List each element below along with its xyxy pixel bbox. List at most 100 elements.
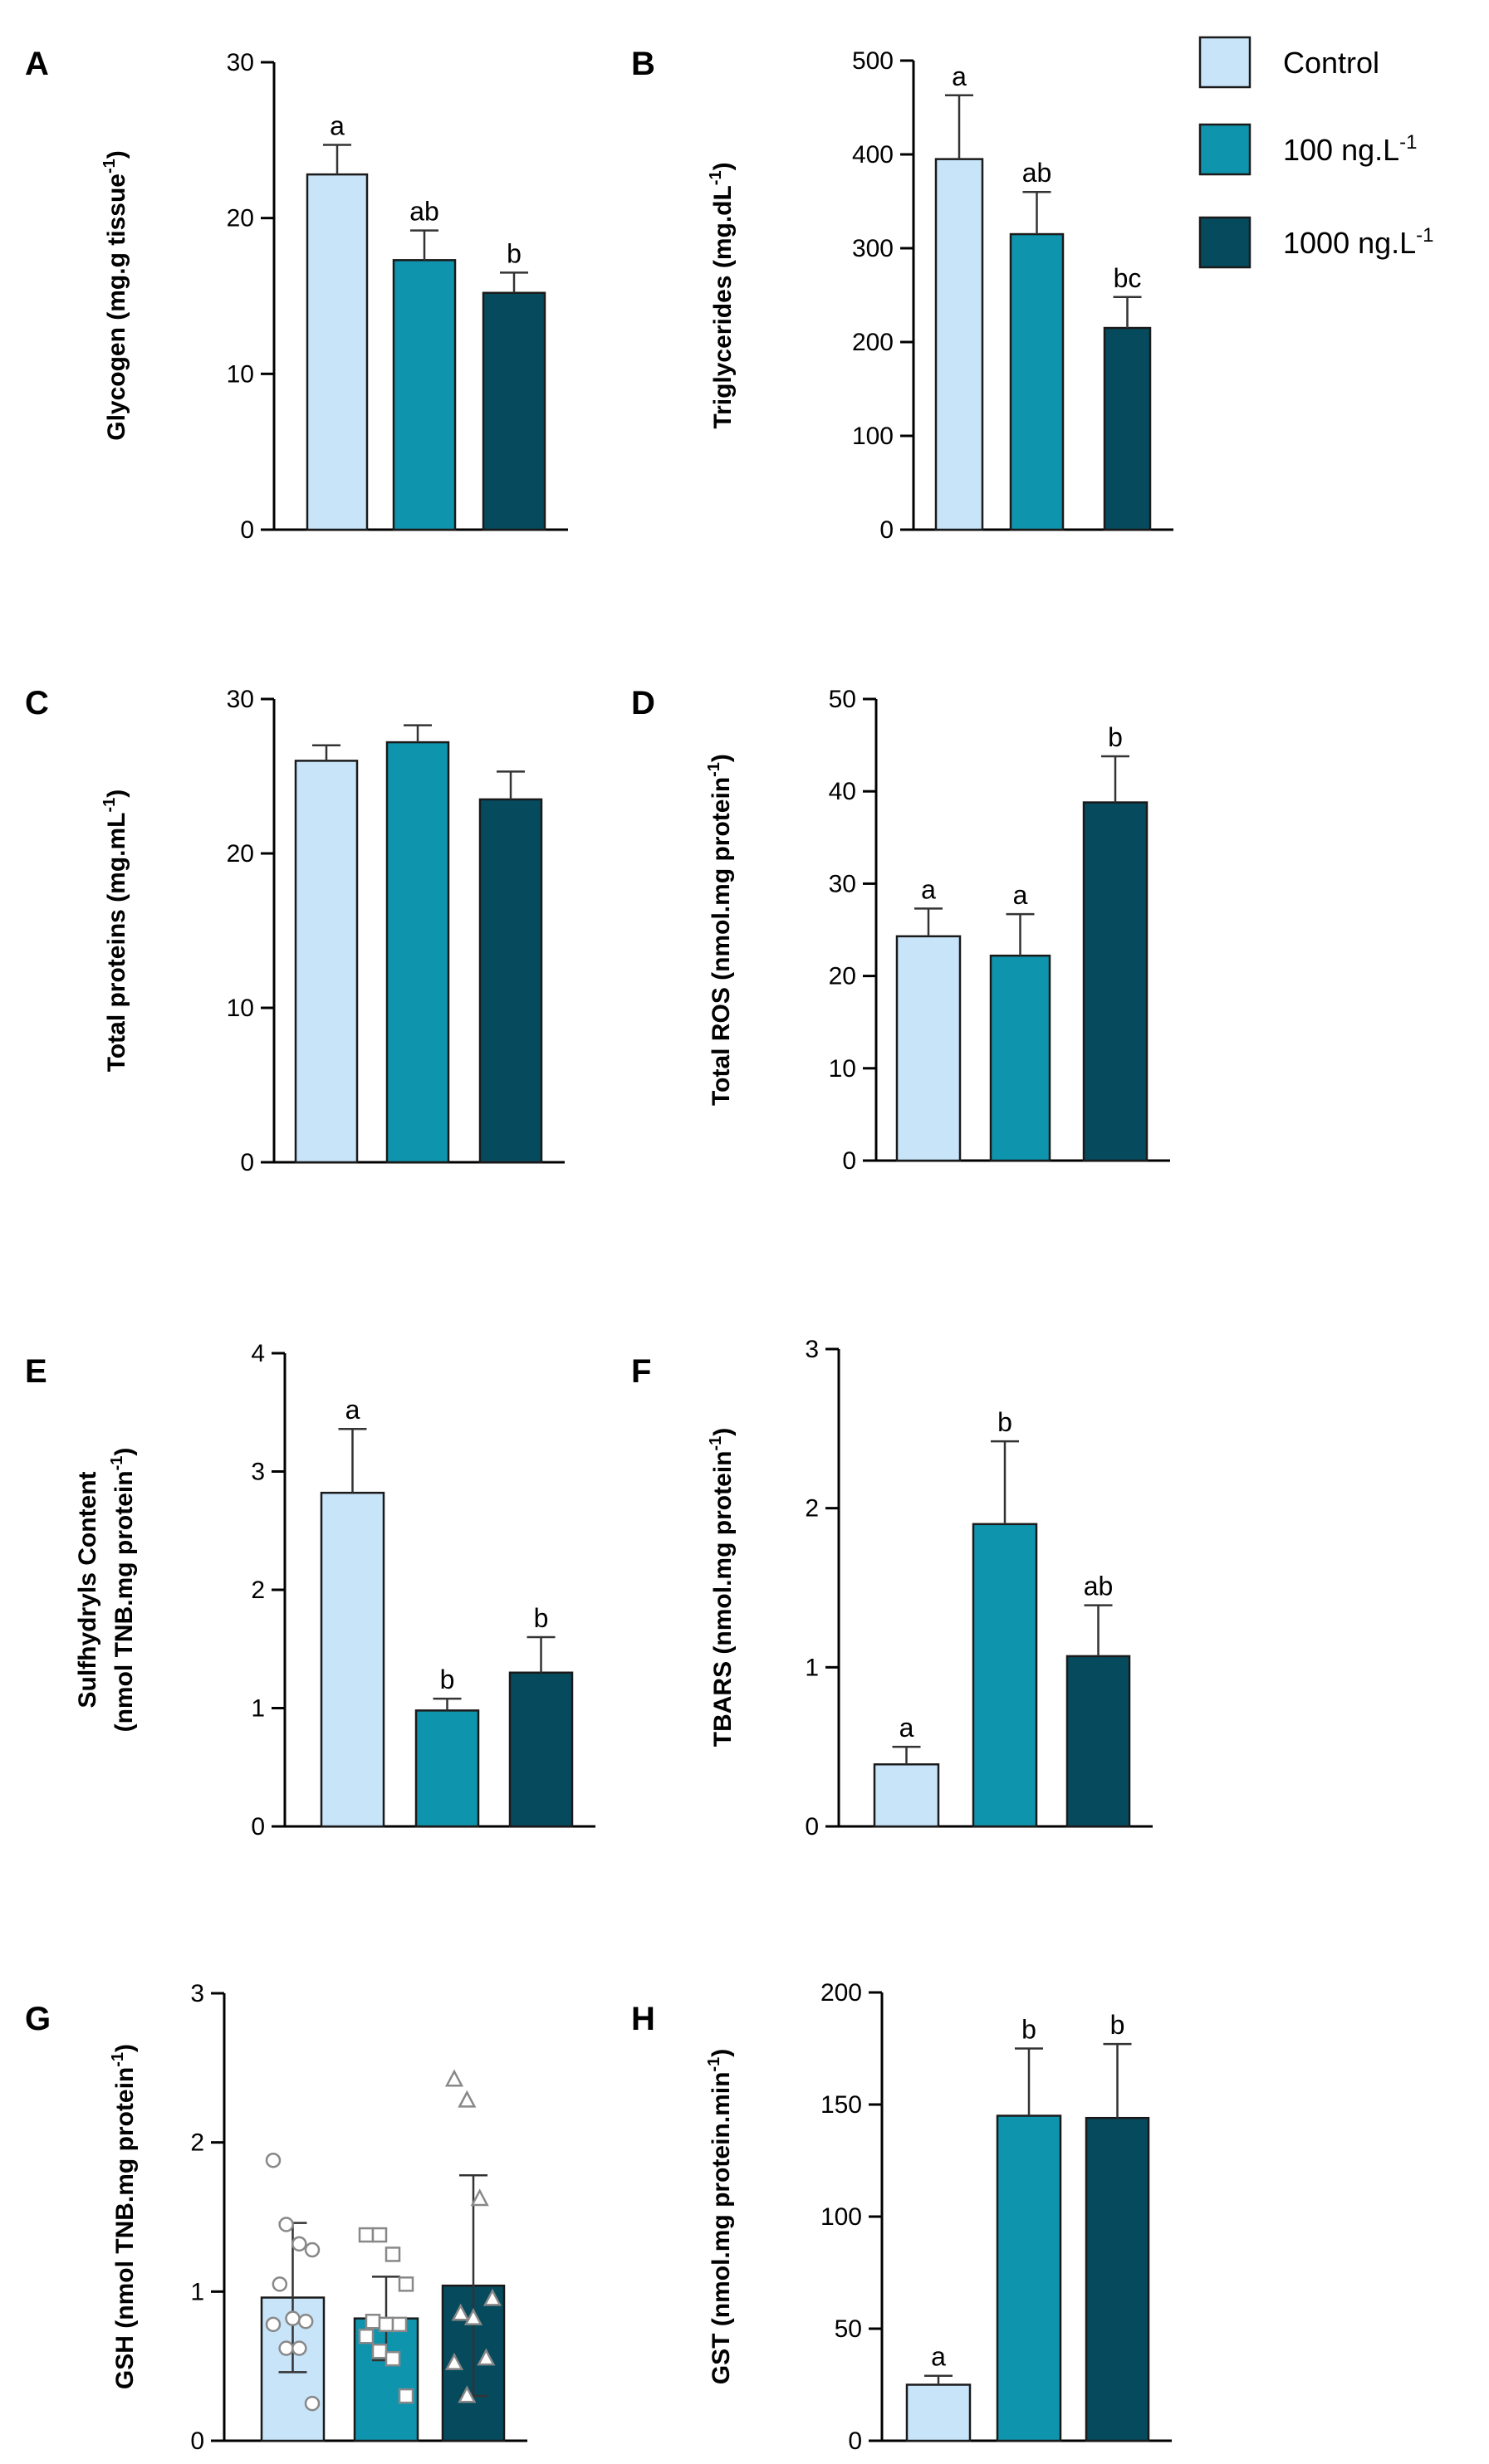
y-tick-label: 30 — [227, 686, 254, 713]
y-tick-label: 0 — [240, 516, 254, 544]
y-tick-label: 20 — [227, 205, 254, 232]
y-axis-title-sup: -1 — [707, 170, 725, 185]
significance-label: b — [1108, 722, 1123, 752]
significance-label: a — [1013, 880, 1028, 910]
panel-c: C 0 10 20 30 Total proteins (mg.mL-1) — [25, 685, 565, 1176]
y-tick-label: 10 — [227, 995, 254, 1022]
bar-2 — [1009, 232, 1065, 531]
significance-label: bc — [1114, 263, 1142, 293]
bar-3 — [478, 798, 543, 1164]
y-axis-title-tail: ) — [103, 150, 130, 159]
significance-label: a — [952, 61, 967, 91]
panel-letter: E — [25, 1353, 47, 1390]
y-tick-label: 0 — [879, 516, 894, 544]
y-tick-label: 0 — [848, 2427, 862, 2455]
y-axis-title-text: TBARS (nmol.mg protein — [709, 1451, 737, 1748]
significance-label: a — [345, 1395, 360, 1425]
legend-label-text: 100 ng.L — [1283, 133, 1399, 167]
y-tick-label: 300 — [852, 235, 894, 262]
y-axis-title: TBARS (nmol.mg protein-1) — [707, 1428, 737, 1747]
y-axis-title-tail: ) — [709, 1428, 737, 1436]
data-point — [470, 2188, 489, 2207]
y-axis-title-tail: ) — [708, 2049, 735, 2057]
bar-1 — [294, 760, 359, 1164]
y-tick-label: 3 — [251, 1459, 265, 1486]
significance-label: b — [507, 238, 522, 268]
data-point — [458, 2090, 477, 2108]
significance-label: a — [931, 2342, 946, 2372]
y-tick-label: 40 — [829, 778, 856, 805]
panel-letter: F — [631, 1353, 651, 1390]
data-point — [265, 2316, 282, 2333]
y-tick-label: 10 — [829, 1055, 856, 1083]
y-tick-label: 50 — [829, 686, 856, 713]
significance-label: a — [921, 874, 936, 904]
y-axis-title-text: Glycogen (mg.g tissue — [103, 174, 130, 441]
bar-1 — [905, 2383, 972, 2442]
data-point — [278, 2340, 294, 2356]
legend-label-text: 1000 ng.L — [1283, 226, 1416, 260]
y-axis-title-tail: ) — [111, 2044, 139, 2052]
bar-1 — [934, 158, 984, 531]
bar-1 — [895, 935, 962, 1162]
y-tick-label: 2 — [251, 1577, 265, 1604]
data-point — [398, 2276, 414, 2292]
data-point — [371, 2227, 388, 2243]
y-axis-title-text: Total ROS (nmol.mg protein — [708, 777, 735, 1106]
bar-2 — [385, 741, 450, 1164]
y-axis-title-tail: ) — [708, 754, 735, 762]
data-point — [358, 2328, 375, 2344]
y-tick-label: 500 — [852, 47, 894, 75]
y-tick-label: 200 — [852, 329, 894, 356]
y-axis-title: Total proteins (mg.mL-1) — [100, 790, 130, 1073]
significance-label: ab — [409, 197, 439, 227]
legend-label-1: Control — [1283, 46, 1379, 80]
y-tick-label: 200 — [820, 1979, 862, 2007]
bar-3 — [1103, 326, 1152, 531]
data-point — [278, 2217, 294, 2232]
y-axis-title-sup: -1 — [100, 159, 119, 174]
y-axis-title-sup: -1 — [108, 1456, 126, 1471]
data-point — [398, 2388, 414, 2404]
y-axis-title-tail: ) — [709, 162, 737, 170]
significance-label: ab — [1022, 158, 1052, 188]
data-point — [265, 2152, 282, 2168]
panel-letter: B — [631, 46, 655, 82]
y-axis-title-sup: -1 — [707, 1436, 725, 1451]
y-axis-title: GST (nmol.mg protein.min-1) — [705, 2049, 735, 2384]
significance-label: b — [1110, 2010, 1125, 2040]
y-axis-title-sup: -1 — [705, 2057, 723, 2072]
data-point — [384, 2246, 401, 2262]
panel-g: G 0 1 2 3 GSH (nmol TNB.mg protein-1) — [25, 1980, 527, 2455]
y-axis-title: GSH (nmol TNB.mg protein-1) — [109, 2044, 139, 2389]
y-tick-label: 4 — [251, 1340, 265, 1367]
y-tick-label: 1 — [805, 1654, 819, 1681]
significance-label: a — [899, 1713, 914, 1743]
significance-label: ab — [1084, 1572, 1114, 1601]
legend-label-2: 100 ng.L-1 — [1283, 131, 1417, 167]
y-tick-label: 0 — [240, 1149, 254, 1176]
y-axis-title-tail: ) — [110, 1448, 138, 1456]
data-point — [285, 2310, 301, 2326]
bar-3 — [508, 1671, 574, 1828]
data-point — [291, 2340, 307, 2356]
y-axis-title: Glycogen (mg.g tissue-1) — [100, 150, 130, 441]
data-point — [384, 2350, 401, 2367]
legend-swatch-1 — [1198, 36, 1251, 89]
bar-2 — [989, 954, 1051, 1162]
legend-label-sup: -1 — [1416, 224, 1433, 247]
bar-1 — [320, 1491, 385, 1828]
data-point — [297, 2314, 314, 2330]
legend-label-sup: -1 — [1399, 131, 1417, 154]
y-axis-title-sup: -1 — [109, 2052, 127, 2067]
y-tick-label: 3 — [190, 1980, 204, 2007]
data-point — [304, 2242, 321, 2258]
y-tick-label: 3 — [805, 1336, 819, 1363]
y-tick-label: 100 — [852, 423, 894, 450]
legend-label-text: Control — [1283, 46, 1379, 80]
y-tick-label: 10 — [227, 360, 254, 388]
significance-label: b — [1021, 2015, 1036, 2045]
